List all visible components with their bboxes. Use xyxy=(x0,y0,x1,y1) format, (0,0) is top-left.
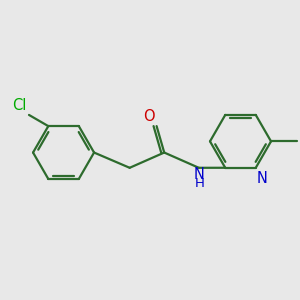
Text: Cl: Cl xyxy=(13,98,27,113)
Text: O: O xyxy=(143,109,154,124)
Text: N: N xyxy=(194,167,205,182)
Text: N: N xyxy=(257,171,268,186)
Text: H: H xyxy=(194,178,204,190)
